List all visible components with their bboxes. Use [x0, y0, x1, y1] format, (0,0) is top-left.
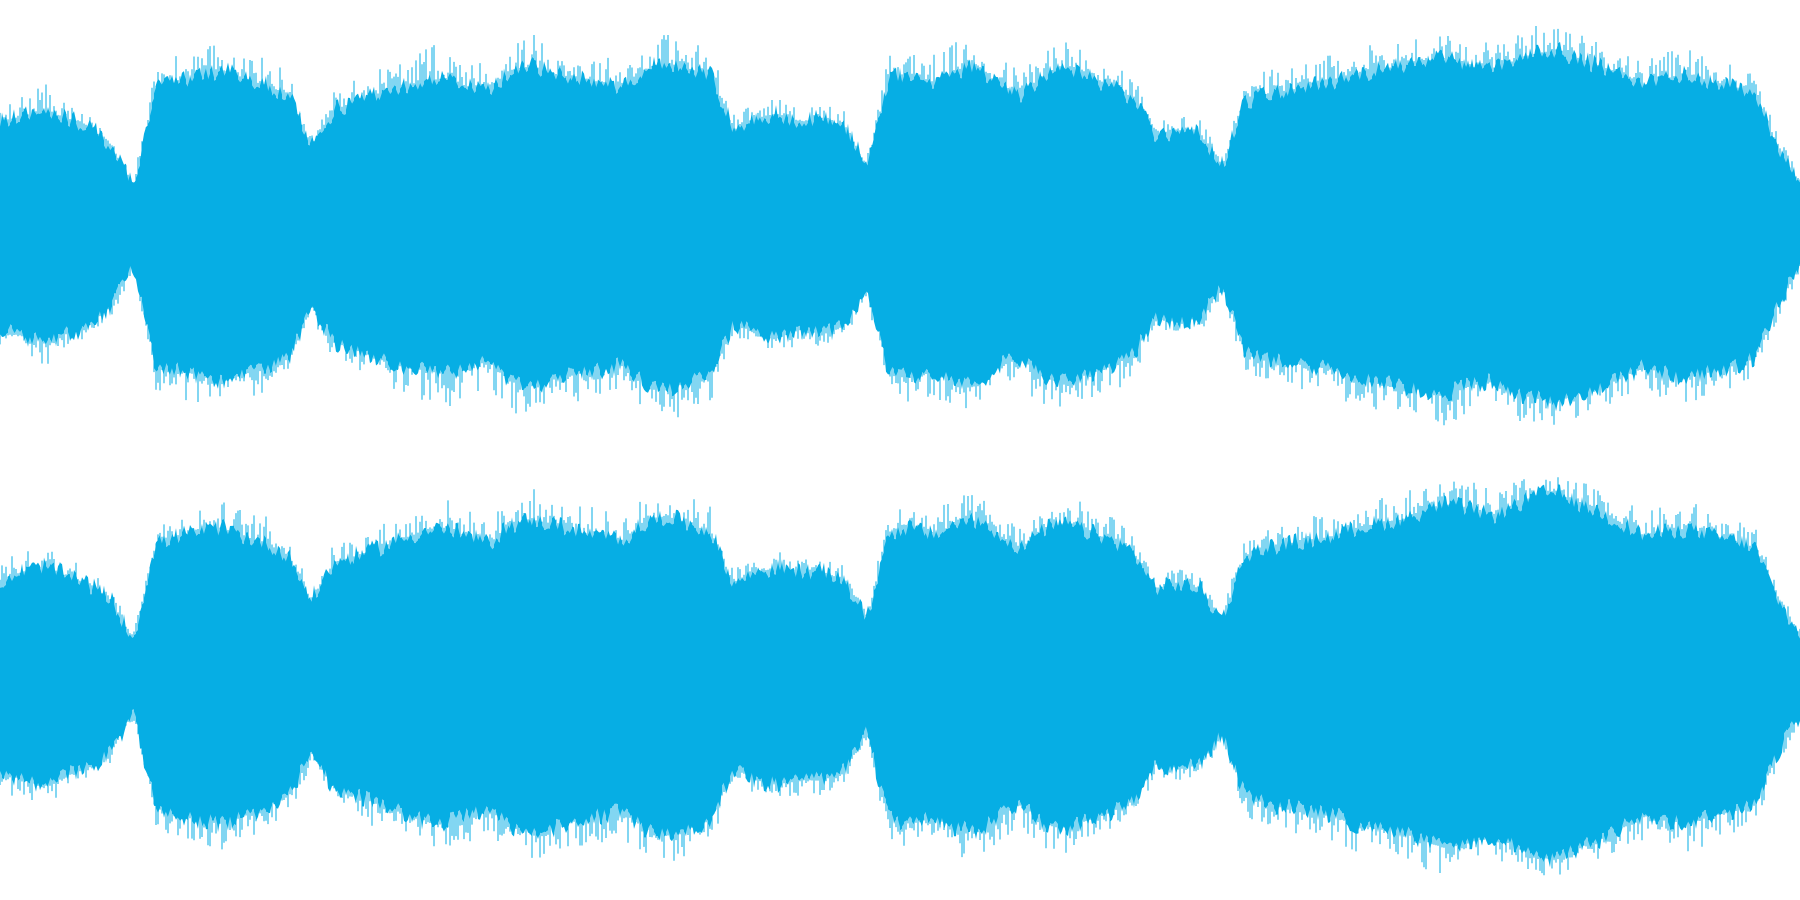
waveform-channel-2 — [0, 477, 1800, 876]
waveform-channel-1 — [0, 26, 1800, 426]
waveform-peaks — [0, 477, 1800, 876]
waveform-peaks — [0, 26, 1800, 426]
